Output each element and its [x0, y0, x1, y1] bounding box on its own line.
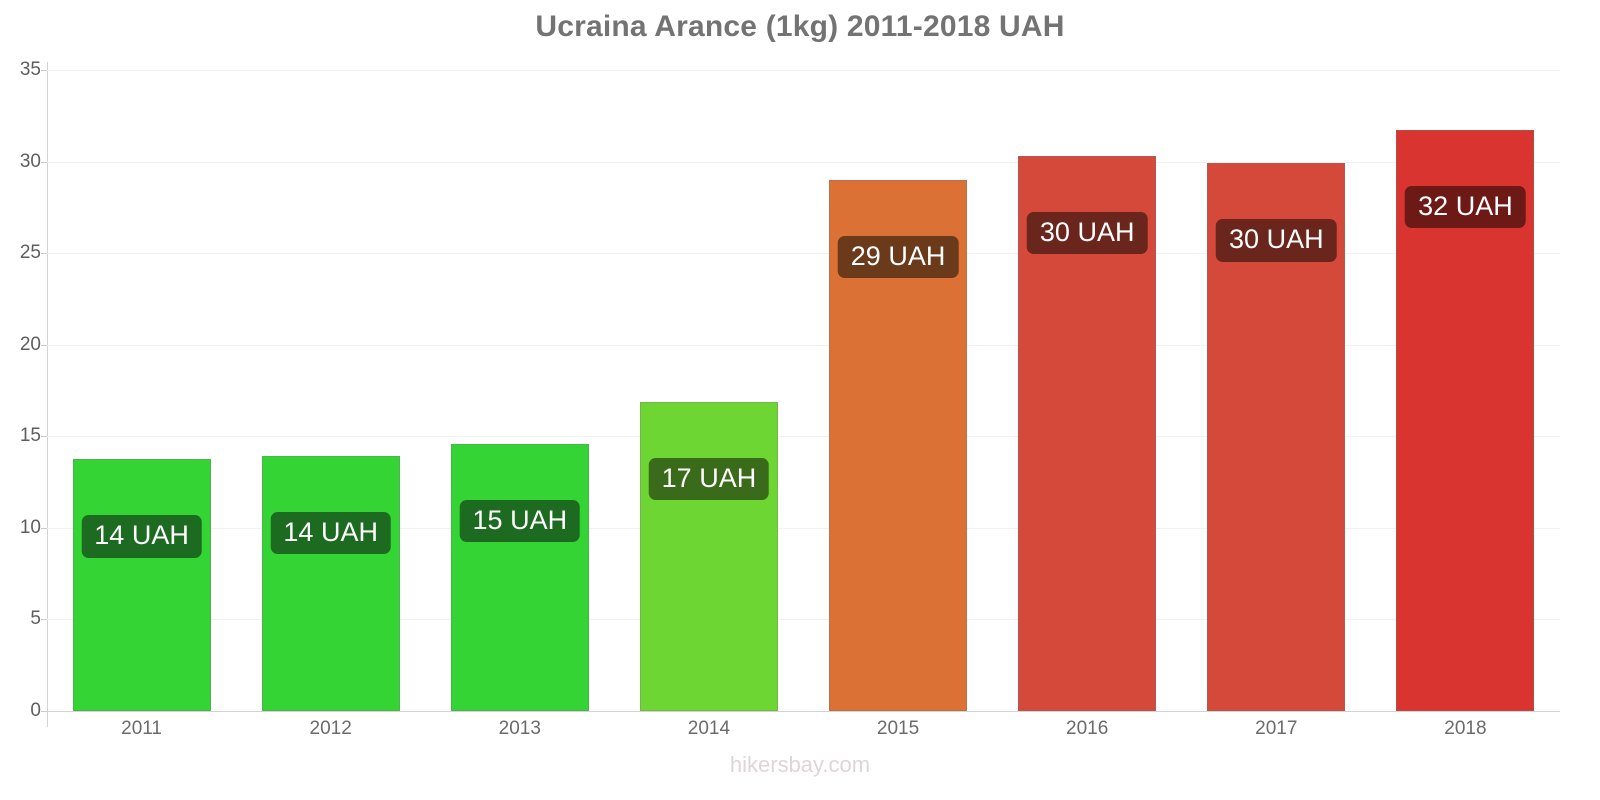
- bar-2012[interactable]: 14 UAH: [261, 455, 400, 711]
- gridline: [47, 527, 1560, 529]
- gridline: [47, 70, 1560, 71]
- y-axis-tick-mark: [41, 711, 48, 712]
- bar-2014[interactable]: 17 UAH: [639, 401, 778, 711]
- y-axis-tick-mark: [41, 344, 48, 346]
- bar-value-label: 17 UAH: [648, 457, 770, 500]
- gridline: [47, 161, 1560, 163]
- bar-2011[interactable]: 14 UAH: [72, 459, 211, 711]
- x-axis-tick-label-2017: 2017: [1255, 718, 1298, 739]
- y-axis-tick-label: 15: [19, 425, 41, 447]
- y-axis-tick-mark: [41, 253, 48, 255]
- gridline: [47, 619, 1560, 621]
- y-axis-tick-label: 20: [19, 333, 41, 355]
- x-axis-tick-label-2018: 2018: [1444, 718, 1487, 739]
- y-axis-tick-mark: [41, 161, 48, 163]
- y-axis-tick-label: 5: [30, 608, 41, 630]
- y-axis-tick-mark: [41, 70, 48, 71]
- y-axis-tick-label: 35: [19, 59, 41, 80]
- plot-area: 14 UAH 14 UAH 15 UAH 17 UAH 29 UAH 30 UAH 30 U…: [47, 70, 1560, 712]
- bar-value-label: 14 UAH: [270, 511, 391, 554]
- gridline: [47, 253, 1560, 255]
- y-axis-tick-label: 25: [19, 242, 41, 264]
- bar-2013[interactable]: 15 UAH: [450, 443, 589, 711]
- bar-value-label: 30 UAH: [1026, 212, 1148, 255]
- gridline: [47, 344, 1560, 346]
- y-axis-tick-mark: [41, 436, 48, 438]
- bar-value-label: 30 UAH: [1216, 219, 1337, 262]
- bar-value-label: 32 UAH: [1405, 185, 1526, 228]
- gridline: [47, 711, 1560, 712]
- y-axis-tick-labels: 0 5 10 15 20 25 30 35: [0, 59, 48, 721]
- y-axis-tick-label: 10: [19, 516, 41, 538]
- bar-value-label: 29 UAH: [837, 235, 959, 279]
- x-axis-tick-label-2016: 2016: [1066, 718, 1109, 739]
- footer-credit: hikersbay.com: [729, 752, 871, 777]
- x-axis-tick-label-2011: 2011: [121, 718, 162, 739]
- x-axis-tick-label-2012: 2012: [309, 718, 352, 739]
- bar-2016[interactable]: 30 UAH: [1018, 156, 1157, 711]
- y-axis-tick-mark: [41, 527, 48, 529]
- x-axis-tick-label-2014: 2014: [687, 718, 731, 739]
- bar-2017[interactable]: 30 UAH: [1207, 163, 1346, 711]
- x-axis-tick-label-2015: 2015: [876, 718, 920, 739]
- bar-2018[interactable]: 32 UAH: [1396, 129, 1535, 711]
- y-axis-tick-label: 30: [19, 150, 41, 172]
- y-axis-tick-label: 0: [30, 700, 41, 721]
- bar-2015[interactable]: 29 UAH: [829, 179, 968, 711]
- y-axis-line: [47, 62, 48, 727]
- y-axis-tick-mark: [41, 619, 48, 621]
- gridline: [47, 436, 1560, 438]
- bar-value-label: 14 UAH: [81, 515, 202, 558]
- chart-title: Ucraina Arance (1kg) 2011-2018 UAH: [535, 10, 1065, 43]
- bar-value-label: 15 UAH: [459, 499, 581, 542]
- x-axis-tick-label-2013: 2013: [498, 718, 541, 739]
